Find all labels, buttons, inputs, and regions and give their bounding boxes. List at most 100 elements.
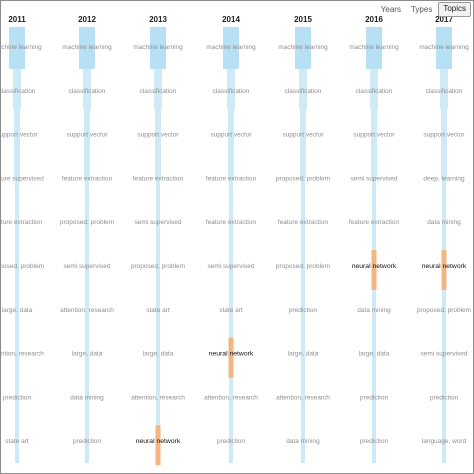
topic-label: feature extraction	[206, 175, 257, 182]
classification-block-2013	[154, 69, 162, 109]
year-label-2011: 2011	[8, 15, 26, 24]
topic-label: machine learning	[349, 44, 399, 51]
topic-label: semi supervised	[135, 219, 182, 226]
topic-label: semi supervised	[208, 263, 255, 270]
year-label-2012: 2012	[78, 15, 96, 24]
topic-label: state art	[219, 307, 243, 314]
machine-learning-block-2013	[150, 27, 166, 69]
year-label-2017: 2017	[435, 15, 453, 24]
topic-label: large, data	[359, 351, 390, 358]
support-vector-block-2014	[228, 109, 234, 179]
year-label-2016: 2016	[365, 15, 383, 24]
topic-label: semi supervised	[351, 175, 398, 182]
topic-stream-2014	[229, 27, 233, 463]
topic-label: proposed, problem	[131, 263, 185, 270]
topic-label: deep, learning	[423, 175, 465, 182]
topic-label: machine learning	[206, 44, 256, 51]
machine-learning-block-2017	[436, 27, 452, 69]
classification-block-2011	[13, 69, 21, 109]
topic-stream-2012	[85, 27, 89, 463]
topic-label: large, data	[288, 351, 319, 358]
topic-label: support vector	[66, 132, 108, 139]
topic-label: prediction	[360, 438, 389, 445]
topic-label: neural network	[422, 263, 467, 270]
year-label-2013: 2013	[149, 15, 167, 24]
support-vector-block-2015	[300, 109, 306, 179]
topic-label: attention, research	[1, 351, 44, 358]
neural-network-highlight-2014	[228, 337, 234, 378]
support-vector-block-2016	[371, 109, 377, 179]
topic-label: state art	[146, 307, 170, 314]
classification-block-2014	[227, 69, 235, 109]
support-vector-block-2011	[14, 109, 20, 179]
neural-network-highlight-2013	[155, 425, 161, 466]
topic-label: prediction	[430, 394, 459, 401]
topic-label: proposed, problem	[276, 175, 330, 182]
topic-label: large, data	[2, 307, 33, 314]
topic-label: feature extraction	[133, 175, 184, 182]
topic-label: data mining	[70, 394, 104, 401]
machine-learning-block-2011	[9, 27, 25, 69]
topic-label: data mining	[286, 438, 320, 445]
topic-label: data mining	[427, 219, 461, 226]
topic-label: feature extraction	[1, 219, 42, 226]
topic-label: classification	[140, 88, 177, 95]
topic-stream-2011	[15, 27, 19, 463]
support-vector-block-2013	[155, 109, 161, 179]
topic-label: machine learning	[278, 44, 328, 51]
topic-label: language, word	[422, 438, 467, 445]
years-button[interactable]: Years	[380, 5, 401, 14]
types-button[interactable]: Types	[410, 5, 433, 14]
topic-label: support vector	[137, 132, 179, 139]
machine-learning-block-2015	[295, 27, 311, 69]
topic-stream-2013	[156, 27, 160, 463]
topic-label: prediction	[360, 394, 389, 401]
year-label-2014: 2014	[222, 15, 240, 24]
classification-block-2015	[299, 69, 307, 109]
topic-label: proposed, problem	[417, 307, 471, 314]
topic-label: neural network	[136, 438, 181, 445]
year-label-2015: 2015	[294, 15, 312, 24]
classification-block-2017	[440, 69, 448, 109]
topic-label: support vector	[1, 132, 38, 139]
topic-label: attention, research	[204, 394, 258, 401]
topic-label: support vector	[282, 132, 324, 139]
topic-label: feature extraction	[206, 219, 257, 226]
topic-label: proposed, problem	[60, 219, 114, 226]
topic-label: machine learning	[133, 44, 183, 51]
topic-label: data mining	[357, 307, 391, 314]
neural-network-highlight-2017	[441, 250, 447, 290]
support-vector-block-2012	[84, 109, 90, 179]
topic-label: prediction	[289, 307, 318, 314]
topic-label: proposed, problem	[276, 263, 330, 270]
topic-label: machine learning	[1, 44, 42, 51]
topic-label: prediction	[217, 438, 246, 445]
topic-label: attention, research	[131, 394, 185, 401]
topic-label: feature extraction	[278, 219, 329, 226]
neural-network-highlight-2016	[371, 250, 377, 290]
topic-label: feature extraction	[62, 175, 113, 182]
machine-learning-block-2016	[366, 27, 382, 69]
topic-stream-2016	[372, 27, 376, 463]
topic-label: large, data	[143, 351, 174, 358]
topic-label: classification	[69, 88, 106, 95]
topic-label: classification	[356, 88, 393, 95]
topic-label: machine learning	[419, 44, 469, 51]
topic-label: feature supervised	[1, 175, 44, 182]
topic-label: large, data	[72, 351, 103, 358]
topic-label: support vector	[353, 132, 395, 139]
machine-learning-block-2014	[223, 27, 239, 69]
topic-label: semi supervised	[421, 351, 468, 358]
topic-label: proposed, problem	[1, 263, 44, 270]
topic-stream-2017	[442, 27, 446, 463]
topic-label: support vector	[423, 132, 465, 139]
topic-stream-2015	[301, 27, 305, 463]
topics-button[interactable]: Topics	[438, 2, 471, 17]
classification-block-2012	[83, 69, 91, 109]
topic-label: classification	[213, 88, 250, 95]
topic-label: prediction	[3, 394, 32, 401]
topic-label: semi supervised	[64, 263, 111, 270]
topic-label: machine learning	[62, 44, 112, 51]
